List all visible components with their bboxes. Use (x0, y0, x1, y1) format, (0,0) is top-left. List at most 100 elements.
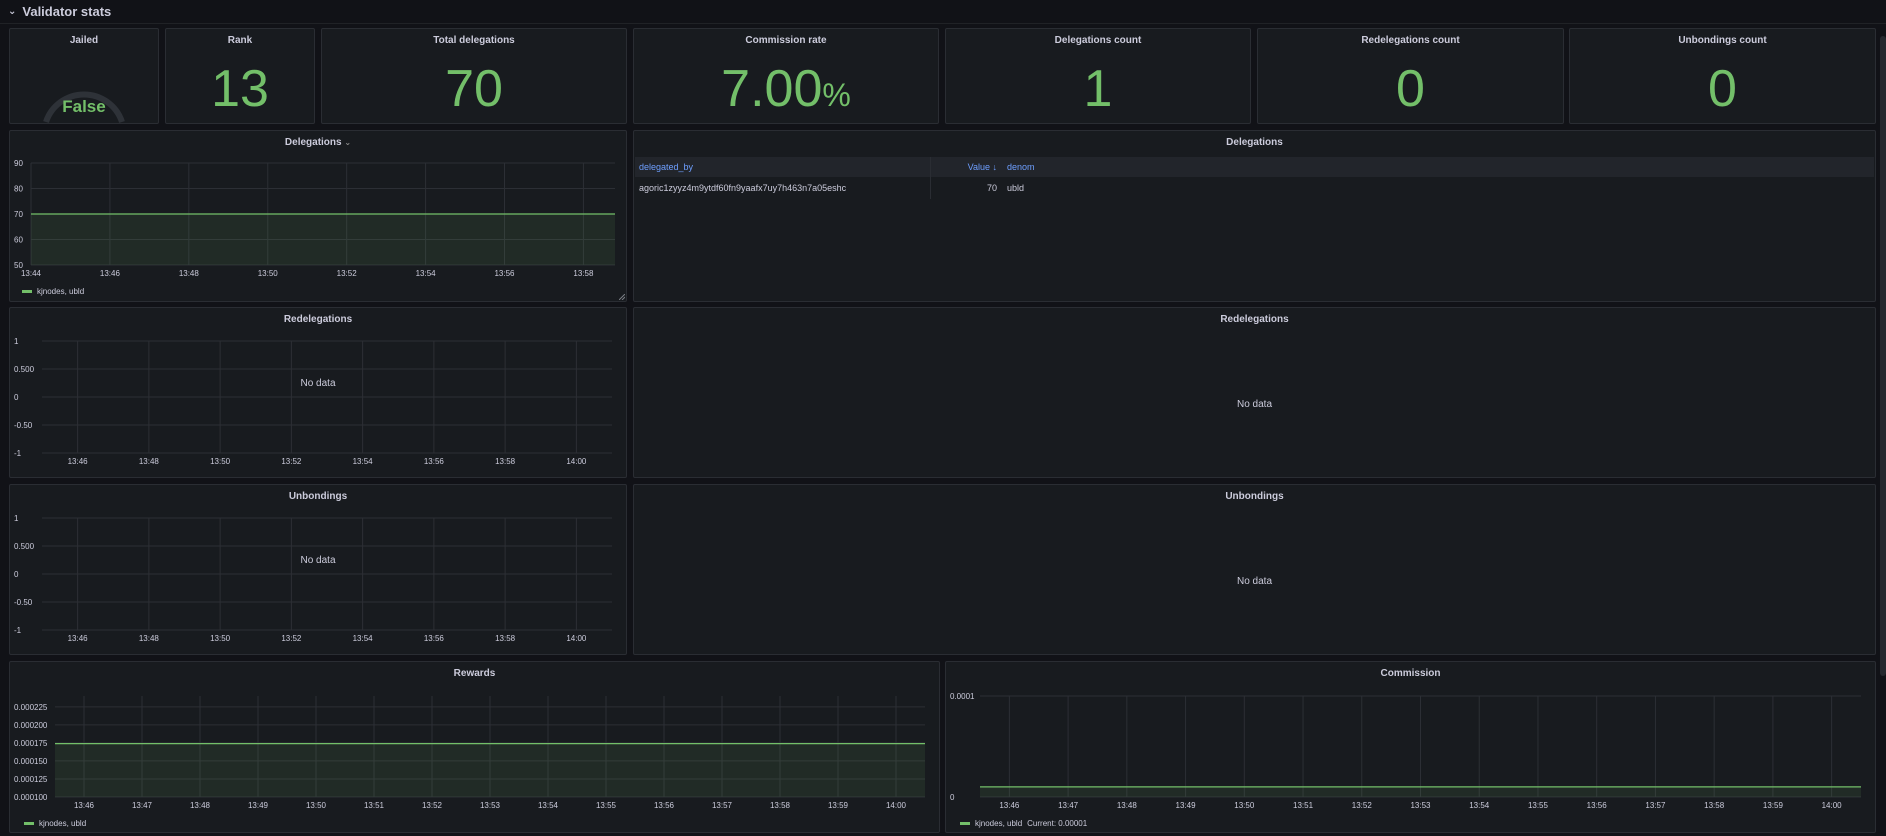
x-tick-label: 13:57 (1645, 801, 1666, 810)
resize-handle-icon[interactable] (619, 294, 625, 300)
legend-swatch (960, 822, 970, 825)
x-tick-label: 14:00 (886, 801, 907, 810)
legend-current-value: Current: 0.00001 (1027, 819, 1088, 828)
x-tick-label: 13:48 (139, 457, 160, 466)
x-tick-label: 14:00 (1822, 801, 1843, 810)
y-tick-label: 0.000150 (14, 757, 48, 766)
chart-title: Delegations (284, 137, 342, 148)
panel-title: Jailed (69, 35, 99, 46)
x-tick-label: 13:52 (337, 269, 358, 278)
x-tick-label: 13:56 (654, 801, 675, 810)
panel-title[interactable]: Delegations ⌄ (10, 137, 626, 148)
x-tick-label: 13:46 (68, 457, 89, 466)
y-tick-label: 90 (14, 159, 23, 168)
cell-value: 70 (986, 183, 997, 193)
chart-legend[interactable]: kjnodes, ubld (24, 819, 86, 828)
redelegations-count-value: 0 (1396, 60, 1425, 118)
commission-rate-unit: % (822, 77, 851, 113)
y-tick-label: 80 (14, 185, 23, 194)
x-tick-label: 13:58 (495, 457, 516, 466)
x-tick-label: 13:48 (190, 801, 211, 810)
x-tick-label: 13:54 (416, 269, 437, 278)
panel-commission-rate[interactable]: Commission rate 7.00% (633, 28, 939, 124)
column-header-value[interactable]: Value ↓ (967, 162, 997, 172)
y-tick-label: 0.000125 (14, 775, 48, 784)
panel-title: Rank (227, 35, 253, 46)
y-tick-label: 0 (14, 393, 19, 402)
x-tick-label: 13:50 (210, 457, 231, 466)
x-tick-label: 14:00 (566, 457, 587, 466)
x-tick-label: 13:50 (1234, 801, 1255, 810)
chart-legend[interactable]: kjnodes, ubld (22, 287, 84, 296)
panel-unbondings-chart[interactable]: Unbondings -1 -0.50 0 0.500 1 13:46 13:48 13:50… (9, 484, 627, 655)
x-tick-label: 13:59 (828, 801, 849, 810)
chevron-down-icon: ⌄ (344, 138, 352, 147)
x-tick-label: 13:54 (353, 634, 374, 643)
y-tick-label: 0 (14, 570, 19, 579)
panel-delegations-count[interactable]: Delegations count 1 (945, 28, 1251, 124)
column-header-denom[interactable]: denom (1007, 162, 1035, 172)
panel-title: Commission (1380, 668, 1441, 679)
panel-jailed[interactable]: Jailed False (9, 28, 159, 124)
x-tick-label: 13:48 (1117, 801, 1138, 810)
y-tick-label: 60 (14, 236, 23, 245)
x-tick-label: 14:00 (566, 634, 587, 643)
panel-rewards-chart[interactable]: Rewards 0.000100 0.000125 0.000150 0.000175… (9, 661, 940, 833)
no-data-message: No data (300, 555, 336, 566)
legend-swatch (22, 290, 32, 293)
x-tick-label: 13:56 (424, 457, 445, 466)
x-tick-label: 13:44 (21, 269, 42, 278)
scrollbar[interactable] (1880, 36, 1886, 676)
panel-commission-chart[interactable]: Commission 0 0.0001 13:46 13:47 13:48 13:49 13… (945, 661, 1876, 833)
y-tick-label: 1 (14, 514, 19, 523)
x-tick-label: 13:52 (422, 801, 443, 810)
y-tick-label: 0.500 (14, 542, 35, 551)
x-tick-label: 13:58 (495, 634, 516, 643)
rewards-chart: 0.000100 0.000125 0.000150 0.000175 0.000200… (14, 696, 925, 810)
x-tick-label: 13:58 (573, 269, 594, 278)
x-tick-label: 13:58 (1704, 801, 1725, 810)
y-tick-label: -0.50 (14, 421, 33, 430)
panel-title: Rewards (453, 668, 496, 679)
x-tick-label: 13:53 (1410, 801, 1431, 810)
x-tick-label: 13:49 (248, 801, 269, 810)
legend-swatch (24, 822, 34, 825)
row-header-validator-stats[interactable]: ⌄ Validator stats (0, 0, 1886, 24)
y-tick-label: 0.000100 (14, 793, 48, 802)
chart-legend[interactable]: kjnodes, ubld Current: 0.00001 (960, 819, 1087, 828)
panel-redelegations-count[interactable]: Redelegations count 0 (1257, 28, 1564, 124)
x-tick-label: 13:54 (353, 457, 374, 466)
row-title: Validator stats (22, 4, 112, 19)
x-tick-label: 13:49 (1176, 801, 1197, 810)
jailed-value: False (62, 97, 106, 116)
legend-label: kjnodes, ubld (975, 819, 1023, 828)
y-tick-label: 0.000225 (14, 703, 48, 712)
x-tick-label: 13:46 (100, 269, 121, 278)
x-tick-label: 13:59 (1763, 801, 1784, 810)
column-header-delegated-by[interactable]: delegated_by (635, 157, 931, 177)
x-tick-label: 13:50 (210, 634, 231, 643)
delegations-chart: 50 60 70 80 90 13:44 13:46 13:48 13:50 13:52 13:54… (14, 159, 615, 278)
no-data-message: No data (1236, 576, 1273, 587)
x-tick-label: 13:53 (480, 801, 501, 810)
y-tick-label: -1 (14, 626, 22, 635)
x-tick-label: 13:55 (1528, 801, 1549, 810)
y-tick-label: 0 (950, 793, 955, 802)
panel-rank[interactable]: Rank 13 (165, 28, 315, 124)
x-tick-label: 13:51 (364, 801, 385, 810)
x-tick-label: 13:50 (258, 269, 279, 278)
panel-redelegations-chart[interactable]: Redelegations -1 -0.50 0 0.500 1 13:46 13:48 13… (9, 307, 627, 478)
x-tick-label: 13:52 (281, 634, 302, 643)
panel-delegations-table[interactable]: Delegations delegated_by Value ↓ denom a… (633, 130, 1876, 302)
panel-delegations-chart[interactable]: Delegations ⌄ 50 60 70 80 90 13:44 13:46 13:48 1… (9, 130, 627, 302)
x-tick-label: 13:52 (1352, 801, 1373, 810)
x-tick-label: 13:51 (1293, 801, 1314, 810)
x-tick-label: 13:46 (74, 801, 95, 810)
panel-total-delegations[interactable]: Total delegations 70 (321, 28, 627, 124)
cell-delegated-by: agoric1zyyz4m9ytdf60fn9yaafx7uy7h463n7a0… (635, 177, 931, 199)
x-tick-label: 13:54 (538, 801, 559, 810)
panel-redelegations-table[interactable]: Redelegations No data (633, 307, 1876, 478)
panel-unbondings-table[interactable]: Unbondings No data (633, 484, 1876, 655)
series-area (55, 743, 925, 797)
panel-unbondings-count[interactable]: Unbondings count 0 (1569, 28, 1876, 124)
